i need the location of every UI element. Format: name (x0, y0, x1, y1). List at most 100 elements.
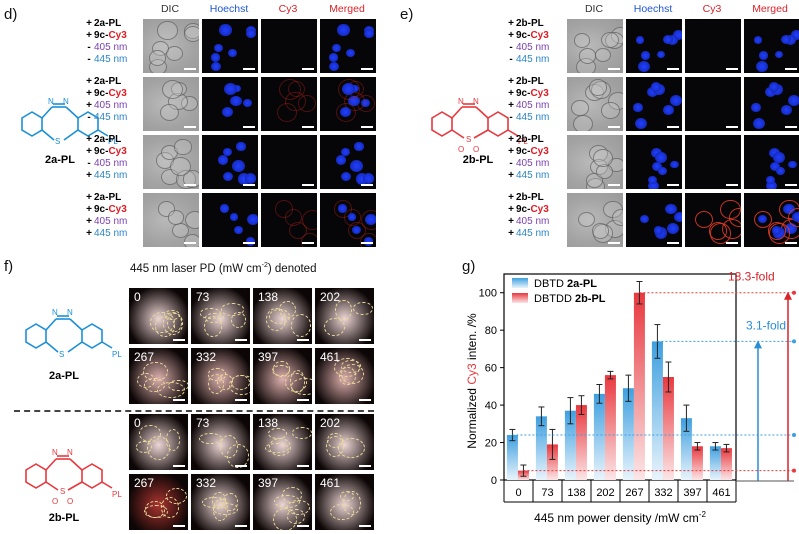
condition-row: + 9c-Cy3 (506, 30, 549, 42)
scale-bar (667, 68, 679, 70)
nucleus (223, 172, 234, 182)
cell-roi (198, 432, 222, 445)
condition-group: + 2a-PL + 9c-Cy3- 405 nm + 445 nm (84, 134, 127, 182)
svg-text:S: S (55, 137, 60, 146)
nucleus (638, 60, 651, 72)
y-tick-label: 80 (485, 325, 497, 337)
nucleus (662, 34, 673, 45)
nucleus (655, 151, 668, 163)
micrograph-dic (142, 134, 200, 190)
cell-roi (273, 508, 298, 530)
condition-name: 9c- (516, 204, 531, 215)
condition-highlight: Cy3 (108, 204, 127, 215)
nucleus (231, 160, 245, 173)
power-density-label: 461 (320, 350, 341, 364)
cell-roi (217, 373, 234, 390)
nucleus (210, 53, 221, 62)
condition-row: + 405 nm (506, 100, 549, 112)
nucleus (652, 161, 663, 171)
scale-bar (302, 68, 314, 70)
cell-roi (230, 312, 246, 329)
scale-bar (297, 399, 309, 401)
laser-micrograph: 138 (252, 287, 313, 345)
bar-2a (622, 388, 634, 480)
micrograph-merged (319, 134, 377, 190)
nucleus (756, 60, 769, 72)
nucleus (219, 24, 232, 36)
svg-text:N: N (52, 448, 58, 457)
condition-sign: - (509, 42, 513, 53)
fold-arrowhead-red (784, 291, 792, 300)
condition-name: 405 nm (516, 42, 550, 53)
power-density-label: 0 (134, 290, 141, 304)
bar-2a (593, 393, 605, 480)
condition-name: 2a-PL (94, 134, 122, 145)
compound-label-2a: 2a-PL (49, 370, 79, 382)
bar-2b (604, 375, 616, 480)
svg-text:N: N (67, 308, 73, 317)
condition-row: + 445 nm (84, 228, 127, 240)
condition-sign: + (508, 228, 514, 239)
condition-name: 9c- (94, 146, 109, 157)
condition-sign: + (86, 18, 92, 29)
micrograph-cy3 (260, 76, 318, 132)
cell-roi (219, 434, 239, 459)
nucleus (759, 51, 769, 60)
scale-bar (297, 525, 309, 527)
condition-name: 9c- (516, 146, 531, 157)
laser-micrograph: 202 (314, 287, 375, 345)
membrane-signal (361, 210, 376, 231)
nucleus (657, 50, 666, 58)
condition-group: + 2b-PL + 9c-Cy3- 405 nm + 445 nm (506, 134, 549, 182)
guide-dot (792, 290, 796, 295)
power-density-label: 73 (196, 290, 210, 304)
bar-2b (575, 405, 587, 480)
scale-bar (184, 68, 196, 70)
panel-f-title: 445 nm laser PD (mW cm-2) denoted (130, 262, 317, 275)
laser-micrograph: 332 (190, 347, 251, 405)
condition-sign: + (508, 204, 514, 215)
nucleus (236, 142, 246, 151)
condition-sign: + (508, 88, 514, 99)
nucleus (766, 176, 776, 184)
condition-sign: + (86, 100, 92, 111)
nucleus (634, 117, 648, 130)
condition-name: 445 nm (516, 112, 550, 123)
power-density-label: 138 (258, 416, 279, 430)
micrograph-merged (319, 18, 377, 74)
condition-highlight: Cy3 (530, 88, 549, 99)
nucleus (653, 226, 664, 235)
cell-outline (572, 114, 594, 131)
condition-group: + 2a-PL + 9c-Cy3 + 405 nm - 445 nm (84, 76, 127, 124)
condition-sign: - (509, 54, 513, 65)
membrane-signal (754, 210, 773, 229)
cell-outline (182, 170, 199, 188)
membrane-signal (300, 233, 317, 247)
y-tick-label: 100 (479, 288, 497, 300)
nucleus (229, 213, 238, 221)
svg-text:N: N (48, 97, 54, 106)
micrograph-merged (743, 18, 799, 74)
nucleus (670, 160, 679, 169)
cell-outline (167, 210, 184, 225)
x-tick-label: 202 (596, 487, 614, 499)
y-axis-label: Normalized Cy3 inten. /% (465, 313, 479, 449)
cell-roi (324, 318, 346, 337)
cell-roi (341, 364, 365, 385)
condition-row: + 405 nm (506, 216, 549, 228)
condition-sign: + (86, 228, 92, 239)
scale-bar (726, 68, 738, 70)
nucleus (242, 98, 252, 107)
condition-row: + 405 nm (84, 216, 127, 228)
nucleus (658, 166, 667, 175)
membrane-signal (278, 78, 301, 100)
condition-sign: + (86, 88, 92, 99)
cell-outline (573, 32, 591, 48)
micrograph-dic (142, 18, 200, 74)
scale-bar (243, 242, 255, 244)
condition-row: + 9c-Cy3 (84, 204, 127, 216)
scale-bar (608, 68, 620, 70)
cell-roi (204, 315, 223, 337)
condition-group: + 2a-PL + 9c-Cy3- 405 nm - 445 nm (84, 18, 127, 66)
scale-bar (785, 184, 797, 186)
